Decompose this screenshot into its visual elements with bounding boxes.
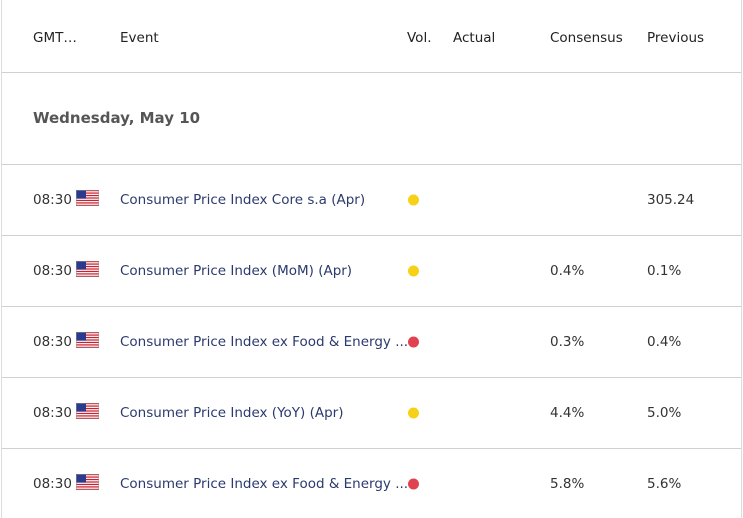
- previous: 305.24: [647, 192, 695, 208]
- header-rule: [2, 72, 741, 73]
- row-rule: [2, 377, 741, 378]
- volatility-dot: [408, 194, 419, 206]
- consensus: 0.4%: [550, 263, 585, 279]
- row-rule: [2, 164, 741, 165]
- row-rule: [2, 235, 741, 236]
- event-name: Consumer Price Index (MoM) (Apr): [120, 263, 353, 279]
- time: 08:30: [33, 334, 72, 350]
- time: 08:30: [33, 405, 72, 421]
- column-header: Vol.: [407, 30, 432, 46]
- column-header: Actual: [453, 30, 496, 46]
- flag-icon: [76, 474, 99, 494]
- date-heading: Wednesday, May 10: [33, 109, 201, 127]
- volatility-dot: [408, 478, 419, 490]
- previous: 5.6%: [647, 476, 682, 492]
- volatility-dot: [408, 407, 419, 419]
- column-header: Event: [120, 30, 159, 46]
- consensus: 5.8%: [550, 476, 585, 492]
- event-name: Consumer Price Index Core s.a (Apr): [120, 192, 366, 208]
- event-name: Consumer Price Index ex Food & Energy ..…: [120, 476, 409, 492]
- event-name: Consumer Price Index (YoY) (Apr): [120, 405, 344, 421]
- consensus: 0.3%: [550, 334, 585, 350]
- column-header: Previous: [647, 30, 705, 46]
- event-name: Consumer Price Index ex Food & Energy ..…: [120, 334, 409, 350]
- flag-icon: [76, 190, 99, 210]
- previous: 0.4%: [647, 334, 682, 350]
- volatility-dot: [408, 336, 419, 348]
- row-rule: [2, 306, 741, 307]
- column-header: GMT…: [33, 30, 77, 46]
- previous: 0.1%: [647, 263, 682, 279]
- time: 08:30: [33, 476, 72, 492]
- row-rule: [2, 448, 741, 449]
- flag-icon: [76, 403, 99, 423]
- volatility-dot: [408, 265, 419, 277]
- flag-icon: [76, 261, 99, 281]
- column-header: Consensus: [550, 30, 623, 46]
- time: 08:30: [33, 263, 72, 279]
- time: 08:30: [33, 192, 72, 208]
- previous: 5.0%: [647, 405, 682, 421]
- consensus: 4.4%: [550, 405, 585, 421]
- flag-icon: [76, 332, 99, 352]
